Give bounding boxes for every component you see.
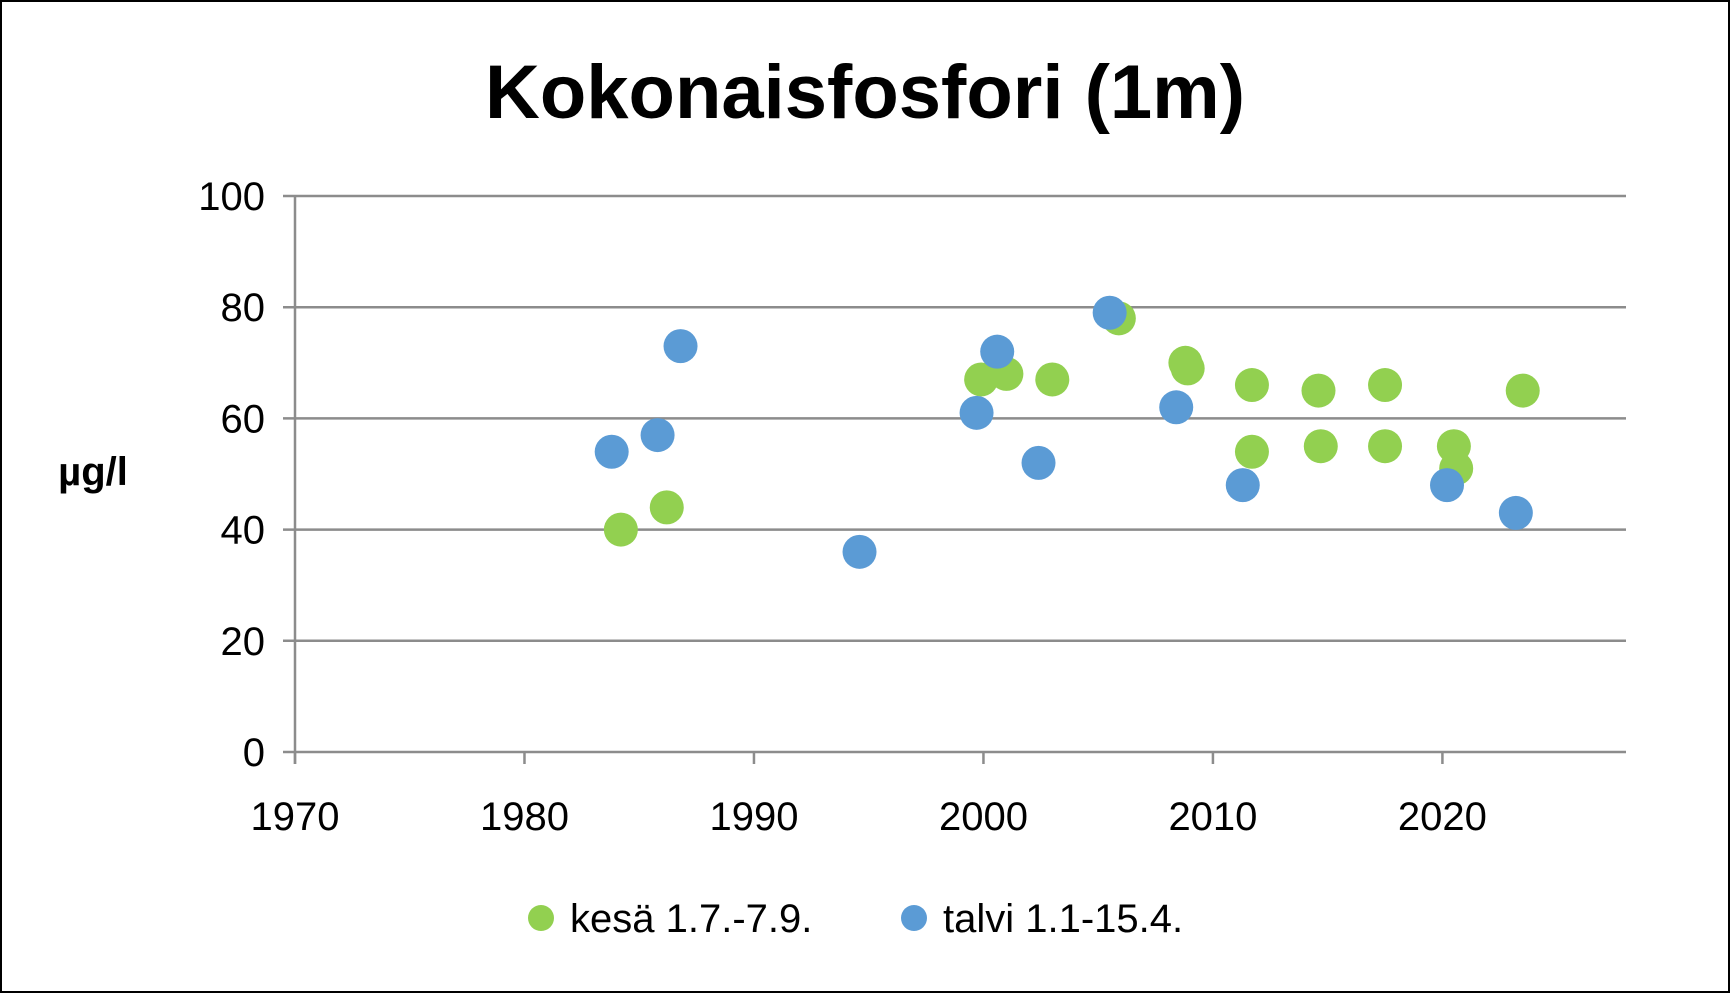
- point-kesa-16: [1505, 373, 1540, 408]
- y-tick-label: 20: [221, 620, 266, 664]
- point-talvi-2: [663, 329, 698, 364]
- point-talvi-9: [1225, 468, 1260, 503]
- point-kesa-13: [1368, 429, 1403, 464]
- x-tick-label: 1970: [251, 795, 340, 839]
- y-tick-label: 80: [221, 286, 266, 330]
- point-kesa-7: [1170, 351, 1205, 386]
- x-tick-label: 1980: [480, 795, 569, 839]
- chart-title: Kokonaisfosfori (1m): [485, 50, 1245, 135]
- point-talvi-5: [980, 334, 1015, 369]
- legend-label-talvi: talvi 1.1-15.4.: [943, 897, 1183, 941]
- point-kesa-0: [603, 512, 638, 547]
- point-kesa-10: [1301, 373, 1336, 408]
- y-tick-label: 60: [221, 397, 266, 441]
- point-kesa-11: [1303, 429, 1338, 464]
- legend-marker-talvi: [901, 905, 927, 931]
- point-talvi-10: [1430, 468, 1465, 503]
- x-tick-labels: 1970 1980 1990 2000 2010 2020: [251, 795, 1487, 839]
- point-talvi-1: [640, 418, 675, 453]
- y-tick-label: 40: [221, 509, 266, 553]
- point-kesa-1: [649, 490, 684, 525]
- axes: [293, 196, 1444, 764]
- point-talvi-7: [1092, 295, 1127, 330]
- x-tick-label: 2010: [1168, 795, 1257, 839]
- point-talvi-11: [1498, 495, 1533, 530]
- point-kesa-8: [1234, 368, 1269, 403]
- point-talvi-6: [1021, 445, 1056, 480]
- point-talvi-0: [594, 434, 629, 469]
- point-kesa-4: [1035, 362, 1070, 397]
- y-tick-labels: 0 20 40 60 80 100: [198, 175, 265, 775]
- point-talvi-4: [959, 395, 994, 430]
- gridlines: [283, 194, 1626, 754]
- legend: kesä 1.7.-7.9. talvi 1.1-15.4.: [528, 897, 1183, 941]
- x-tick-label: 2000: [939, 795, 1028, 839]
- x-tick-label: 1990: [709, 795, 798, 839]
- point-kesa-9: [1234, 434, 1269, 469]
- point-talvi-8: [1159, 390, 1194, 425]
- legend-label-kesa: kesä 1.7.-7.9.: [570, 897, 812, 941]
- y-tick-label: 0: [243, 731, 265, 775]
- x-tick-label: 2020: [1398, 795, 1487, 839]
- point-kesa-12: [1368, 368, 1403, 403]
- y-tick-label: 100: [198, 175, 265, 219]
- legend-marker-kesa: [528, 905, 554, 931]
- data-points: [594, 295, 1540, 569]
- y-axis-label: µg/l: [58, 450, 128, 494]
- point-talvi-3: [842, 534, 877, 569]
